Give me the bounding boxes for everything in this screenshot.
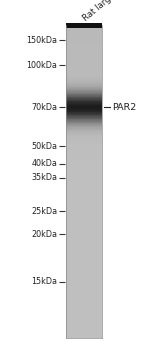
Text: 15kDa: 15kDa bbox=[31, 277, 57, 286]
Text: 150kDa: 150kDa bbox=[26, 36, 57, 45]
Text: 40kDa: 40kDa bbox=[31, 159, 57, 168]
Text: 70kDa: 70kDa bbox=[31, 103, 57, 112]
Text: PAR2: PAR2 bbox=[112, 103, 136, 112]
Text: Rat large intestine: Rat large intestine bbox=[81, 0, 148, 23]
Text: 35kDa: 35kDa bbox=[31, 173, 57, 182]
Text: 50kDa: 50kDa bbox=[31, 142, 57, 151]
Text: 100kDa: 100kDa bbox=[26, 61, 57, 70]
Text: 25kDa: 25kDa bbox=[31, 207, 57, 216]
Text: 20kDa: 20kDa bbox=[31, 230, 57, 239]
